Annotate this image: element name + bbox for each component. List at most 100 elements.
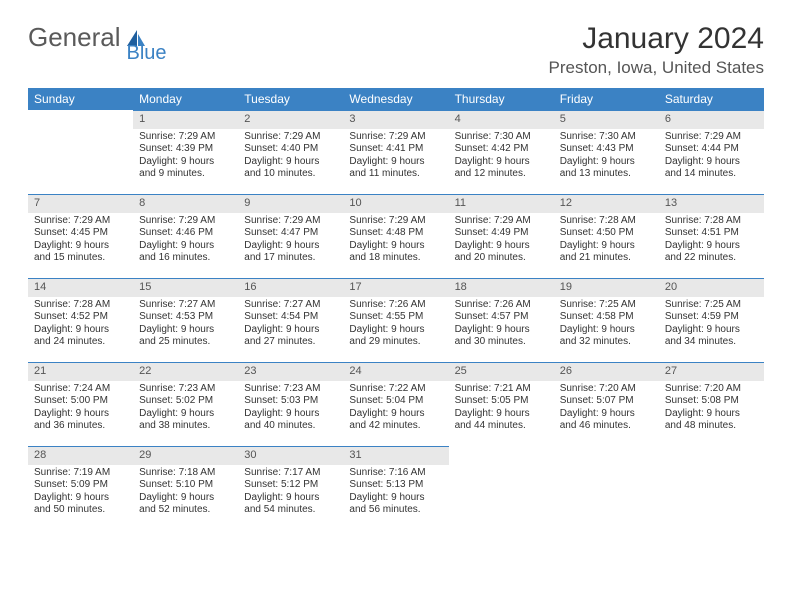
day-line-sr: Sunrise: 7:30 AM <box>455 131 548 144</box>
day-number: 10 <box>343 194 448 213</box>
day-line-dl2: and 27 minutes. <box>244 336 337 349</box>
day-line-dl1: Daylight: 9 hours <box>34 240 127 253</box>
day-line-sr: Sunrise: 7:29 AM <box>665 131 758 144</box>
day-number: 9 <box>238 194 343 213</box>
weekday-header: Thursday <box>449 88 554 110</box>
day-body: Sunrise: 7:22 AMSunset: 5:04 PMDaylight:… <box>343 381 448 437</box>
day-line-ss: Sunset: 4:50 PM <box>560 227 653 240</box>
calendar-cell: 15Sunrise: 7:27 AMSunset: 4:53 PMDayligh… <box>133 278 238 362</box>
day-line-ss: Sunset: 4:54 PM <box>244 311 337 324</box>
day-line-sr: Sunrise: 7:16 AM <box>349 467 442 480</box>
day-line-dl1: Daylight: 9 hours <box>349 324 442 337</box>
calendar-cell: 22Sunrise: 7:23 AMSunset: 5:02 PMDayligh… <box>133 362 238 446</box>
day-line-ss: Sunset: 5:09 PM <box>34 479 127 492</box>
day-line-dl1: Daylight: 9 hours <box>665 156 758 169</box>
day-number: 4 <box>449 110 554 129</box>
day-line-ss: Sunset: 4:55 PM <box>349 311 442 324</box>
day-body: Sunrise: 7:29 AMSunset: 4:44 PMDaylight:… <box>659 129 764 185</box>
header: General Blue January 2024 Preston, Iowa,… <box>28 22 764 78</box>
day-line-dl2: and 15 minutes. <box>34 252 127 265</box>
calendar-cell: 8Sunrise: 7:29 AMSunset: 4:46 PMDaylight… <box>133 194 238 278</box>
day-line-dl2: and 21 minutes. <box>560 252 653 265</box>
day-line-dl2: and 29 minutes. <box>349 336 442 349</box>
calendar-cell: 29Sunrise: 7:18 AMSunset: 5:10 PMDayligh… <box>133 446 238 530</box>
day-line-sr: Sunrise: 7:29 AM <box>349 131 442 144</box>
day-body: Sunrise: 7:29 AMSunset: 4:41 PMDaylight:… <box>343 129 448 185</box>
day-line-sr: Sunrise: 7:20 AM <box>560 383 653 396</box>
calendar-cell: 5Sunrise: 7:30 AMSunset: 4:43 PMDaylight… <box>554 110 659 194</box>
day-line-sr: Sunrise: 7:29 AM <box>139 131 232 144</box>
day-line-dl1: Daylight: 9 hours <box>349 156 442 169</box>
weekday-header: Tuesday <box>238 88 343 110</box>
day-line-ss: Sunset: 5:04 PM <box>349 395 442 408</box>
day-body: Sunrise: 7:29 AMSunset: 4:45 PMDaylight:… <box>28 213 133 269</box>
day-line-ss: Sunset: 4:53 PM <box>139 311 232 324</box>
calendar-cell: 17Sunrise: 7:26 AMSunset: 4:55 PMDayligh… <box>343 278 448 362</box>
day-body: Sunrise: 7:21 AMSunset: 5:05 PMDaylight:… <box>449 381 554 437</box>
day-line-ss: Sunset: 4:58 PM <box>560 311 653 324</box>
calendar-cell: 26Sunrise: 7:20 AMSunset: 5:07 PMDayligh… <box>554 362 659 446</box>
weekday-header-row: SundayMondayTuesdayWednesdayThursdayFrid… <box>28 88 764 110</box>
day-line-dl1: Daylight: 9 hours <box>34 324 127 337</box>
day-body: Sunrise: 7:29 AMSunset: 4:40 PMDaylight:… <box>238 129 343 185</box>
day-line-sr: Sunrise: 7:17 AM <box>244 467 337 480</box>
day-line-sr: Sunrise: 7:29 AM <box>455 215 548 228</box>
logo-text-blue: Blue <box>127 42 167 65</box>
calendar-week-row: 7Sunrise: 7:29 AMSunset: 4:45 PMDaylight… <box>28 194 764 278</box>
day-line-dl1: Daylight: 9 hours <box>455 408 548 421</box>
day-line-dl1: Daylight: 9 hours <box>244 156 337 169</box>
day-line-sr: Sunrise: 7:28 AM <box>665 215 758 228</box>
day-line-ss: Sunset: 4:39 PM <box>139 143 232 156</box>
day-line-dl1: Daylight: 9 hours <box>139 492 232 505</box>
day-number: 14 <box>28 278 133 297</box>
day-line-sr: Sunrise: 7:26 AM <box>455 299 548 312</box>
calendar-week-row: .1Sunrise: 7:29 AMSunset: 4:39 PMDayligh… <box>28 110 764 194</box>
day-line-dl1: Daylight: 9 hours <box>560 324 653 337</box>
calendar-cell: 9Sunrise: 7:29 AMSunset: 4:47 PMDaylight… <box>238 194 343 278</box>
day-number: 27 <box>659 362 764 381</box>
day-line-sr: Sunrise: 7:29 AM <box>349 215 442 228</box>
day-number: 30 <box>238 446 343 465</box>
day-line-dl2: and 17 minutes. <box>244 252 337 265</box>
day-number: 3 <box>343 110 448 129</box>
day-body: Sunrise: 7:24 AMSunset: 5:00 PMDaylight:… <box>28 381 133 437</box>
day-line-dl2: and 25 minutes. <box>139 336 232 349</box>
day-line-sr: Sunrise: 7:26 AM <box>349 299 442 312</box>
day-body: Sunrise: 7:27 AMSunset: 4:53 PMDaylight:… <box>133 297 238 353</box>
day-line-dl2: and 16 minutes. <box>139 252 232 265</box>
day-line-dl2: and 42 minutes. <box>349 420 442 433</box>
calendar-cell: 14Sunrise: 7:28 AMSunset: 4:52 PMDayligh… <box>28 278 133 362</box>
day-body: Sunrise: 7:28 AMSunset: 4:51 PMDaylight:… <box>659 213 764 269</box>
day-line-ss: Sunset: 5:13 PM <box>349 479 442 492</box>
day-line-sr: Sunrise: 7:21 AM <box>455 383 548 396</box>
day-line-ss: Sunset: 5:02 PM <box>139 395 232 408</box>
calendar-table: SundayMondayTuesdayWednesdayThursdayFrid… <box>28 88 764 530</box>
day-line-dl1: Daylight: 9 hours <box>455 156 548 169</box>
day-number: 21 <box>28 362 133 381</box>
day-line-dl1: Daylight: 9 hours <box>560 240 653 253</box>
calendar-cell: . <box>554 446 659 530</box>
day-line-sr: Sunrise: 7:20 AM <box>665 383 758 396</box>
day-line-ss: Sunset: 4:48 PM <box>349 227 442 240</box>
day-line-sr: Sunrise: 7:28 AM <box>34 299 127 312</box>
day-line-ss: Sunset: 4:52 PM <box>34 311 127 324</box>
calendar-cell: 19Sunrise: 7:25 AMSunset: 4:58 PMDayligh… <box>554 278 659 362</box>
day-body: Sunrise: 7:20 AMSunset: 5:08 PMDaylight:… <box>659 381 764 437</box>
day-line-dl2: and 52 minutes. <box>139 504 232 517</box>
calendar-cell: 31Sunrise: 7:16 AMSunset: 5:13 PMDayligh… <box>343 446 448 530</box>
day-line-dl1: Daylight: 9 hours <box>139 324 232 337</box>
day-line-dl1: Daylight: 9 hours <box>34 408 127 421</box>
day-number: 15 <box>133 278 238 297</box>
day-line-dl2: and 10 minutes. <box>244 168 337 181</box>
day-body: Sunrise: 7:28 AMSunset: 4:52 PMDaylight:… <box>28 297 133 353</box>
calendar-cell: 13Sunrise: 7:28 AMSunset: 4:51 PMDayligh… <box>659 194 764 278</box>
calendar-cell: 3Sunrise: 7:29 AMSunset: 4:41 PMDaylight… <box>343 110 448 194</box>
day-line-sr: Sunrise: 7:29 AM <box>244 131 337 144</box>
day-line-ss: Sunset: 5:07 PM <box>560 395 653 408</box>
day-body: Sunrise: 7:17 AMSunset: 5:12 PMDaylight:… <box>238 465 343 521</box>
calendar-cell: 7Sunrise: 7:29 AMSunset: 4:45 PMDaylight… <box>28 194 133 278</box>
calendar-cell: 2Sunrise: 7:29 AMSunset: 4:40 PMDaylight… <box>238 110 343 194</box>
day-line-ss: Sunset: 4:49 PM <box>455 227 548 240</box>
day-line-dl2: and 18 minutes. <box>349 252 442 265</box>
calendar-week-row: 14Sunrise: 7:28 AMSunset: 4:52 PMDayligh… <box>28 278 764 362</box>
